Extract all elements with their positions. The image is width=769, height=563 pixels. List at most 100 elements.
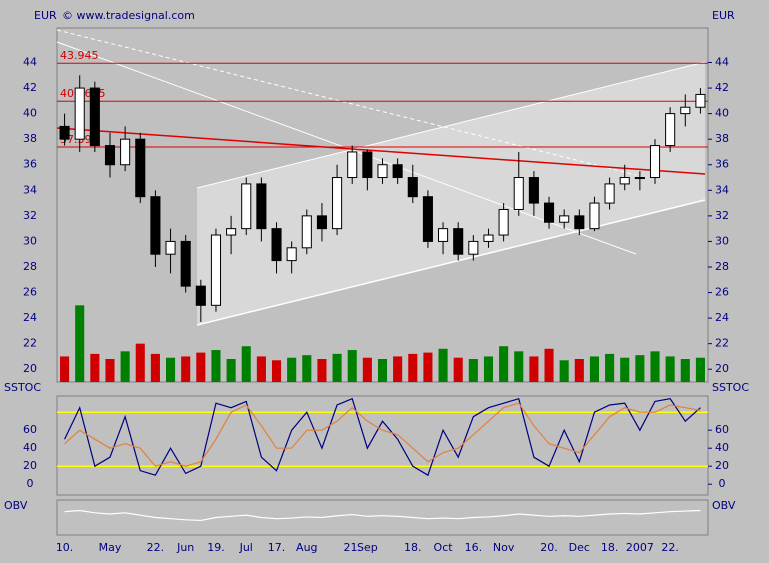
y-tick-label: 30 (715, 234, 729, 247)
x-tick-label: 19. (207, 541, 225, 554)
y-tick-label: 42 (23, 81, 37, 94)
x-tick-label: 18. (404, 541, 422, 554)
x-tick-label: May (99, 541, 122, 554)
y-tick-label: 0 (719, 477, 726, 490)
y-tick-label: 20 (715, 459, 729, 472)
candle-body (589, 202, 600, 230)
y-tick-label: 22 (715, 337, 729, 350)
volume-bar (226, 358, 236, 382)
candle-body (271, 228, 282, 262)
volume-bar (529, 356, 539, 382)
candle-body (89, 87, 100, 147)
candle-body (649, 145, 661, 179)
y-tick-label: 26 (23, 286, 37, 299)
volume-bar (302, 355, 312, 382)
channel (197, 62, 705, 325)
volume-bar (680, 358, 690, 382)
candle-body (543, 202, 555, 223)
volume-bar (332, 353, 342, 382)
candle-body (453, 228, 464, 255)
volume-bar (256, 356, 266, 382)
x-tick-label: 21. (343, 541, 361, 554)
candle-body (180, 240, 191, 287)
candle-body (210, 234, 222, 306)
candle-body (634, 177, 645, 180)
candle-body (695, 93, 706, 108)
volume-bar (287, 357, 297, 382)
series-line (64, 402, 701, 467)
x-tick-label: 2007 (626, 541, 654, 554)
volume-bar (271, 360, 282, 382)
volume-bar (393, 356, 403, 382)
x-tick-label: 20. (540, 541, 558, 554)
x-tick-label: 22. (661, 541, 679, 554)
volume-bar (453, 357, 463, 382)
candle-body (604, 183, 615, 204)
candle-body (362, 151, 373, 179)
y-tick-label: 44 (23, 56, 37, 69)
candle-body (377, 164, 388, 179)
volume-bar (620, 357, 630, 382)
y-tick-label: 20 (23, 459, 37, 472)
volume-bar (377, 358, 388, 382)
y-tick-label: 22 (23, 337, 37, 350)
y-tick-label: 24 (23, 311, 37, 324)
x-tick-label: 10. (56, 541, 74, 554)
copyright: © www.tradesignal.com (62, 9, 195, 22)
candle-body (574, 215, 585, 230)
y-tick-label: 32 (715, 209, 729, 222)
volume-bar (362, 357, 372, 382)
x-tick-label: Jun (176, 541, 194, 554)
candle-body (392, 164, 403, 179)
candle-body (528, 177, 539, 204)
trend-line (56, 29, 637, 176)
y-tick-label: 34 (715, 183, 729, 196)
candle-body (332, 177, 343, 230)
candle-body (619, 177, 630, 185)
y-tick-label: 40 (23, 441, 37, 454)
series-line (64, 397, 701, 477)
y-tick-label: 0 (27, 477, 34, 490)
x-tick-label: Nov (493, 541, 515, 554)
candle-body (286, 247, 297, 262)
y-tick-label: 38 (715, 132, 729, 145)
volume-bar (650, 351, 660, 382)
volume-bar (574, 358, 584, 382)
x-tick-label: Sep (357, 541, 378, 554)
y-tick-label: 40 (715, 441, 729, 454)
x-tick-label: 17. (268, 541, 286, 554)
candle-body (316, 215, 327, 230)
y-tick-label: 28 (23, 260, 37, 273)
y-tick-label: 26 (715, 286, 729, 299)
y-tick-label: 60 (715, 423, 729, 436)
volume-bar (544, 348, 554, 382)
trend-line (56, 127, 706, 175)
level-label: 43.945 (60, 49, 99, 62)
volume-bar (150, 353, 160, 382)
candle-body (59, 125, 70, 140)
candle-body (195, 285, 206, 306)
candle-body (256, 183, 267, 230)
candle-body (104, 145, 116, 166)
y-tick-label: 32 (23, 209, 37, 222)
candle-body (150, 196, 161, 255)
candle-body (226, 228, 237, 236)
x-tick-label: 16. (465, 541, 483, 554)
x-tick-label: 22. (147, 541, 165, 554)
volume-bar (408, 353, 418, 382)
candle-body (438, 228, 449, 242)
y-tick-label: 30 (23, 234, 37, 247)
y-tick-label: 36 (23, 158, 37, 171)
candle-body (301, 215, 312, 249)
volume-bar (120, 351, 130, 382)
axis-label: SSTOC (712, 381, 749, 394)
y-tick-label: 34 (23, 183, 37, 196)
x-tick-label: 18. (601, 541, 619, 554)
series-line (64, 509, 701, 522)
candle-body (422, 196, 433, 242)
volume-bar (605, 353, 615, 382)
candle-body (483, 234, 494, 242)
y-tick-label: 40 (23, 107, 37, 120)
volume-bar (75, 305, 85, 382)
